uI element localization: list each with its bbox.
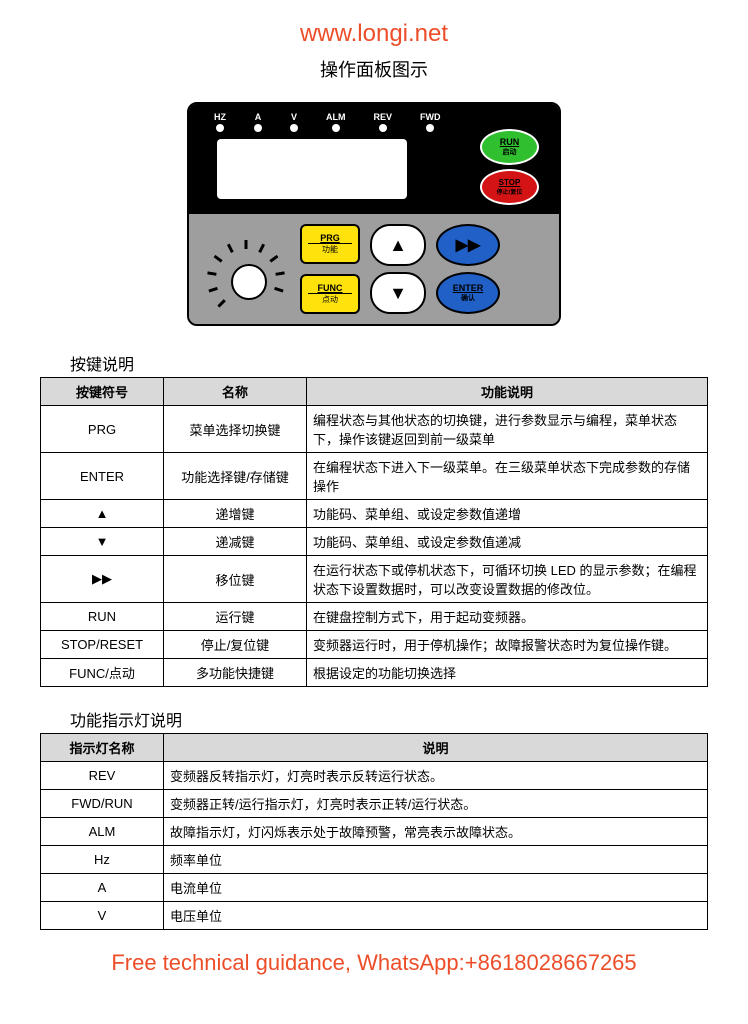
table-cell: ▼ — [41, 528, 164, 556]
indicators-table: 指示灯名称说明 REV变频器反转指示灯，灯亮时表示反转运行状态。FWD/RUN变… — [40, 733, 708, 930]
table-row: ▶▶移位键在运行状态下或停机状态下，可循环切换 LED 的显示参数；在编程状态下… — [41, 556, 708, 603]
table-row: V电压单位 — [41, 902, 708, 930]
table-cell: 在编程状态下进入下一级菜单。在三级菜单状态下完成参数的存储操作 — [307, 453, 708, 500]
table-cell: 故障指示灯，灯闪烁表示处于故障预警，常亮表示故障状态。 — [164, 818, 708, 846]
knob-area — [199, 224, 294, 314]
table-cell: 递增键 — [164, 500, 307, 528]
table-cell: V — [41, 902, 164, 930]
table-cell: ▲ — [41, 500, 164, 528]
table-cell: 电流单位 — [164, 874, 708, 902]
enter-button: ENTER 确认 — [436, 272, 500, 314]
footer-text: Free technical guidance, WhatsApp:+86180… — [40, 950, 708, 976]
table-cell: 功能码、菜单组、或设定参数值递增 — [307, 500, 708, 528]
table-cell: 频率单位 — [164, 846, 708, 874]
table-cell: Hz — [41, 846, 164, 874]
led-item: V — [290, 112, 298, 132]
table-cell: 根据设定的功能切换选择 — [307, 659, 708, 687]
led-item: HZ — [214, 112, 226, 132]
shift-button: ▶▶ — [436, 224, 500, 266]
table-cell: 功能码、菜单组、或设定参数值递减 — [307, 528, 708, 556]
table-cell: FWD/RUN — [41, 790, 164, 818]
table-cell: 编程状态与其他状态的切换键，进行参数显示与编程，菜单状态下，操作该键返回到前一级… — [307, 406, 708, 453]
stop-sub: 停止/复位 — [497, 187, 523, 196]
prg-sub: 功能 — [308, 243, 353, 255]
led-row: HZ A V ALM REV FWD — [214, 112, 549, 132]
led-item: A — [254, 112, 262, 132]
table-row: ENTER功能选择键/存储键在编程状态下进入下一级菜单。在三级菜单状态下完成参数… — [41, 453, 708, 500]
table-row: A电流单位 — [41, 874, 708, 902]
keys-table: 按键符号名称功能说明 PRG菜单选择切换键编程状态与其他状态的切换键，进行参数显… — [40, 377, 708, 687]
table-cell: 停止/复位键 — [164, 631, 307, 659]
table-header: 按键符号 — [41, 378, 164, 406]
run-sub: 启动 — [503, 147, 517, 157]
table-cell: 移位键 — [164, 556, 307, 603]
table-cell: 多功能快捷键 — [164, 659, 307, 687]
table-row: RUN运行键在键盘控制方式下，用于起动变频器。 — [41, 603, 708, 631]
page-title: 操作面板图示 — [40, 56, 708, 82]
up-arrow-button: ▲ — [370, 224, 426, 266]
table-cell: 菜单选择切换键 — [164, 406, 307, 453]
led-item: ALM — [326, 112, 346, 132]
table-cell: FUNC/点动 — [41, 659, 164, 687]
table-cell: 在运行状态下或停机状态下，可循环切换 LED 的显示参数；在编程状态下设置数据时… — [307, 556, 708, 603]
func-label: FUNC — [318, 283, 343, 293]
func-button: FUNC 点动 — [300, 274, 360, 314]
table-cell: 递减键 — [164, 528, 307, 556]
table-row: Hz频率单位 — [41, 846, 708, 874]
table-cell: ▶▶ — [41, 556, 164, 603]
table-row: PRG菜单选择切换键编程状态与其他状态的切换键，进行参数显示与编程，菜单状态下，… — [41, 406, 708, 453]
table-header: 指示灯名称 — [41, 734, 164, 762]
stop-button: STOP 停止/复位 — [480, 169, 539, 205]
table-header: 功能说明 — [307, 378, 708, 406]
led-item: REV — [374, 112, 393, 132]
table-cell: STOP/RESET — [41, 631, 164, 659]
table-cell: A — [41, 874, 164, 902]
enter-sub: 确认 — [461, 293, 475, 303]
enter-label: ENTER — [453, 283, 484, 293]
panel-diagram: HZ A V ALM REV FWD RUN 启动 STOP 停止/复位 — [40, 102, 708, 326]
table-cell: 变频器反转指示灯，灯亮时表示反转运行状态。 — [164, 762, 708, 790]
table-cell: ENTER — [41, 453, 164, 500]
table-cell: 运行键 — [164, 603, 307, 631]
stop-label: STOP — [499, 178, 521, 187]
table-cell: 电压单位 — [164, 902, 708, 930]
table-cell: PRG — [41, 406, 164, 453]
table-cell: 在键盘控制方式下，用于起动变频器。 — [307, 603, 708, 631]
prg-button: PRG 功能 — [300, 224, 360, 264]
lcd-display — [217, 139, 407, 199]
table-cell: 变频器运行时，用于停机操作；故障报警状态时为复位操作键。 — [307, 631, 708, 659]
header-url: www.longi.net — [40, 20, 708, 48]
table-row: ALM故障指示灯，灯闪烁表示处于故障预警，常亮表示故障状态。 — [41, 818, 708, 846]
func-sub: 点动 — [308, 293, 353, 305]
table-row: FWD/RUN变频器正转/运行指示灯，灯亮时表示正转/运行状态。 — [41, 790, 708, 818]
table-row: REV变频器反转指示灯，灯亮时表示反转运行状态。 — [41, 762, 708, 790]
down-arrow-button: ▼ — [370, 272, 426, 314]
table-header: 名称 — [164, 378, 307, 406]
table-row: FUNC/点动多功能快捷键根据设定的功能切换选择 — [41, 659, 708, 687]
led-item: FWD — [420, 112, 441, 132]
table-cell: REV — [41, 762, 164, 790]
table-row: ▼递减键功能码、菜单组、或设定参数值递减 — [41, 528, 708, 556]
prg-label: PRG — [320, 233, 340, 243]
table-cell: RUN — [41, 603, 164, 631]
indicators-section-title: 功能指示灯说明 — [70, 707, 708, 731]
table-header: 说明 — [164, 734, 708, 762]
table-row: ▲递增键功能码、菜单组、或设定参数值递增 — [41, 500, 708, 528]
table-row: STOP/RESET停止/复位键变频器运行时，用于停机操作；故障报警状态时为复位… — [41, 631, 708, 659]
run-label: RUN — [500, 137, 520, 147]
knob — [231, 264, 267, 300]
table-cell: ALM — [41, 818, 164, 846]
table-cell: 功能选择键/存储键 — [164, 453, 307, 500]
keys-section-title: 按键说明 — [70, 351, 708, 375]
run-button: RUN 启动 — [480, 129, 539, 165]
table-cell: 变频器正转/运行指示灯，灯亮时表示正转/运行状态。 — [164, 790, 708, 818]
